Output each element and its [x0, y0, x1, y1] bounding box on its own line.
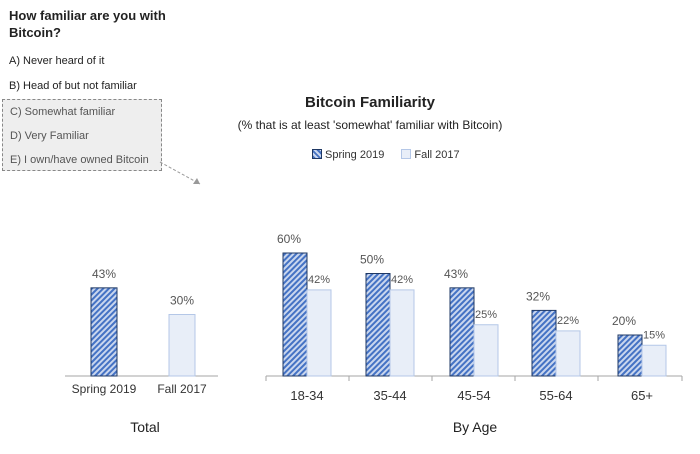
option-c: C) Somewhat familiar	[10, 106, 116, 118]
legend-label-fall-2017: Fall 2017	[414, 149, 460, 161]
bar-total-spring-2019	[90, 287, 118, 377]
callout-arrow-head	[193, 178, 200, 184]
bar-total-fall-2017	[168, 314, 196, 377]
x-tick-label-age-55-64: 55-64	[539, 388, 572, 403]
bar-fall-2017-18-34	[306, 289, 332, 377]
chart-legend: Spring 2019 Fall 2017	[312, 149, 474, 161]
age-section-label: By Age	[452, 419, 498, 435]
option-b: B) Head of but not familiar	[9, 80, 137, 92]
chart-title: Bitcoin Familiarity	[304, 94, 436, 111]
data-label-fall-2017-35-44: 42%	[391, 274, 413, 286]
data-label-total-spring-2019: 43%	[92, 267, 116, 281]
total-chart: 43% Spring 2019 30% Fall 2017	[65, 267, 218, 396]
x-tick-label-total-spring-2019: Spring 2019	[72, 382, 137, 396]
total-section-label: Total	[130, 419, 160, 435]
x-tick-label-total-fall-2017: Fall 2017	[157, 382, 207, 396]
data-label-spring-2019-65: 20%	[612, 314, 636, 328]
legend-item-fall-2017: Fall 2017	[401, 149, 460, 161]
legend-item-spring-2019: Spring 2019	[312, 149, 384, 161]
data-label-fall-2017-45-54: 25%	[475, 309, 497, 321]
bar-fall-2017-55-64	[555, 330, 581, 377]
bar-spring-2019-55-64	[531, 309, 557, 377]
data-label-spring-2019-18-34: 60%	[277, 232, 301, 246]
option-e: E) I own/have owned Bitcoin	[10, 154, 149, 166]
x-tick-label-age-18-34: 18-34	[290, 388, 323, 403]
legend-label-spring-2019: Spring 2019	[325, 149, 385, 161]
data-label-fall-2017-18-34: 42%	[308, 274, 330, 286]
bar-spring-2019-35-44	[365, 273, 391, 377]
age-chart: 60% 42% 18-34 50% 42% 35-44 43% 25% 45-54 32% 22% 5…	[265, 232, 683, 403]
data-label-fall-2017-65: 15%	[643, 329, 665, 341]
data-label-total-fall-2017: 30%	[170, 294, 194, 308]
x-tick-label-age-45-54: 45-54	[457, 388, 490, 403]
legend-swatch-spring-2019	[312, 149, 322, 159]
chart-subtitle: (% that is at least 'somewhat' familiar …	[237, 118, 503, 132]
bar-spring-2019-65	[617, 334, 643, 377]
legend-swatch-fall-2017	[401, 149, 412, 159]
option-a: A) Never heard of it	[9, 55, 105, 67]
option-d: D) Very Familiar	[10, 130, 89, 142]
data-label-spring-2019-45-54: 43%	[444, 267, 468, 281]
highlighted-options-callout: C) Somewhat familiar D) Very Familiar E)…	[2, 99, 162, 171]
bar-spring-2019-45-54	[449, 287, 475, 377]
data-label-fall-2017-55-64: 22%	[557, 315, 579, 327]
bar-fall-2017-35-44	[389, 289, 415, 377]
question-title: How familiar are you with Bitcoin?	[9, 8, 166, 40]
data-label-spring-2019-35-44: 50%	[360, 253, 384, 267]
data-label-spring-2019-55-64: 32%	[526, 289, 550, 303]
bar-fall-2017-45-54	[473, 324, 499, 377]
callout-connector-line	[159, 161, 201, 185]
bar-fall-2017-65	[641, 344, 667, 377]
x-tick-label-age-35-44: 35-44	[373, 388, 406, 403]
x-tick-label-age-65: 65+	[631, 388, 653, 403]
bar-spring-2019-18-34	[282, 252, 308, 377]
